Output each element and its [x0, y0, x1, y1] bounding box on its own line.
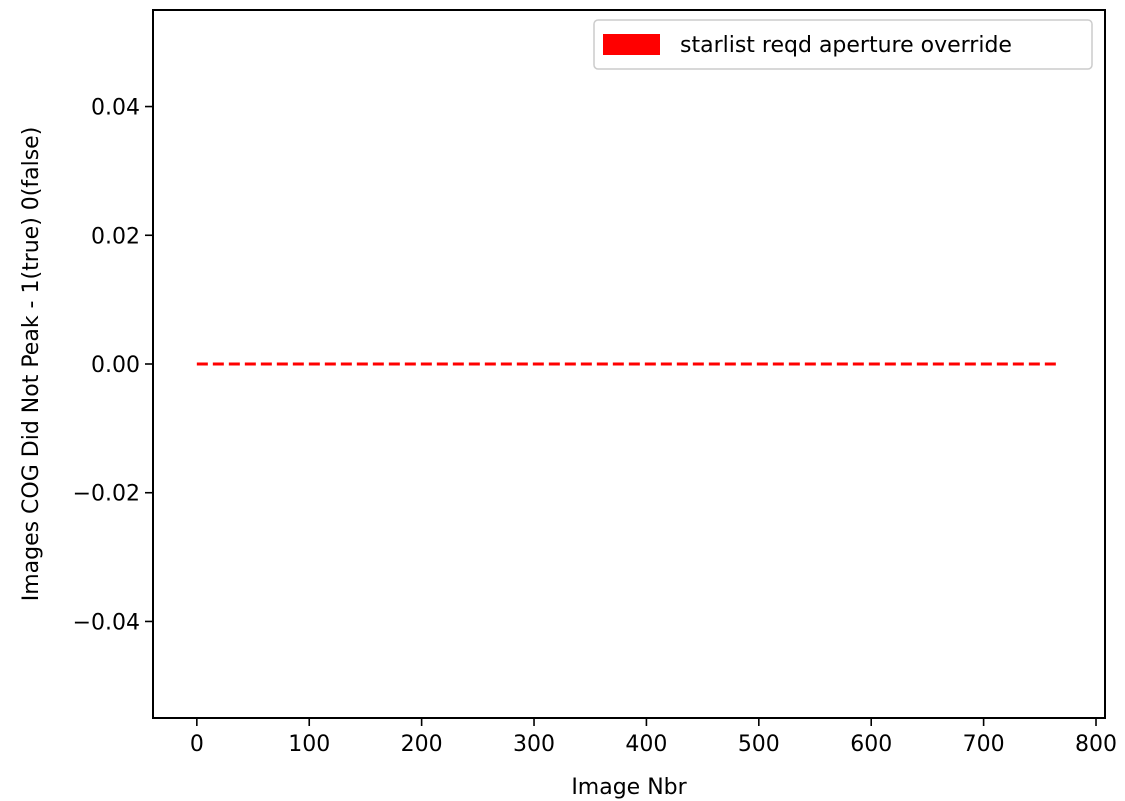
x-axis-ticks: 0 100 200 300 400 500 600 700 800: [190, 718, 1117, 757]
x-axis-title: Image Nbr: [571, 775, 687, 800]
legend-label: starlist reqd aperture override: [680, 33, 1012, 58]
x-tick-label: 800: [1075, 732, 1117, 757]
y-tick-label: 0.02: [91, 224, 140, 249]
x-tick-label: 300: [513, 732, 555, 757]
y-tick-label: 0.00: [91, 353, 140, 378]
x-tick-label: 700: [963, 732, 1005, 757]
legend-box: [593, 19, 1093, 70]
y-axis-ticks: 0.04 0.02 0.00 −0.02 −0.04: [73, 96, 153, 635]
legend: starlist reqd aperture override: [593, 19, 1093, 70]
x-tick-label: 400: [625, 732, 667, 757]
x-tick-label: 100: [288, 732, 330, 757]
x-tick-label: 200: [401, 732, 443, 757]
y-tick-label: −0.02: [73, 482, 140, 507]
x-tick-label: 0: [190, 732, 204, 757]
y-tick-label: 0.04: [91, 96, 140, 121]
y-axis-title: Images COG Did Not Peak - 1(true) 0(fals…: [19, 127, 44, 602]
legend-swatch: [603, 34, 660, 55]
x-tick-label: 500: [738, 732, 780, 757]
x-tick-label: 600: [850, 732, 892, 757]
y-tick-label: −0.04: [73, 610, 140, 635]
